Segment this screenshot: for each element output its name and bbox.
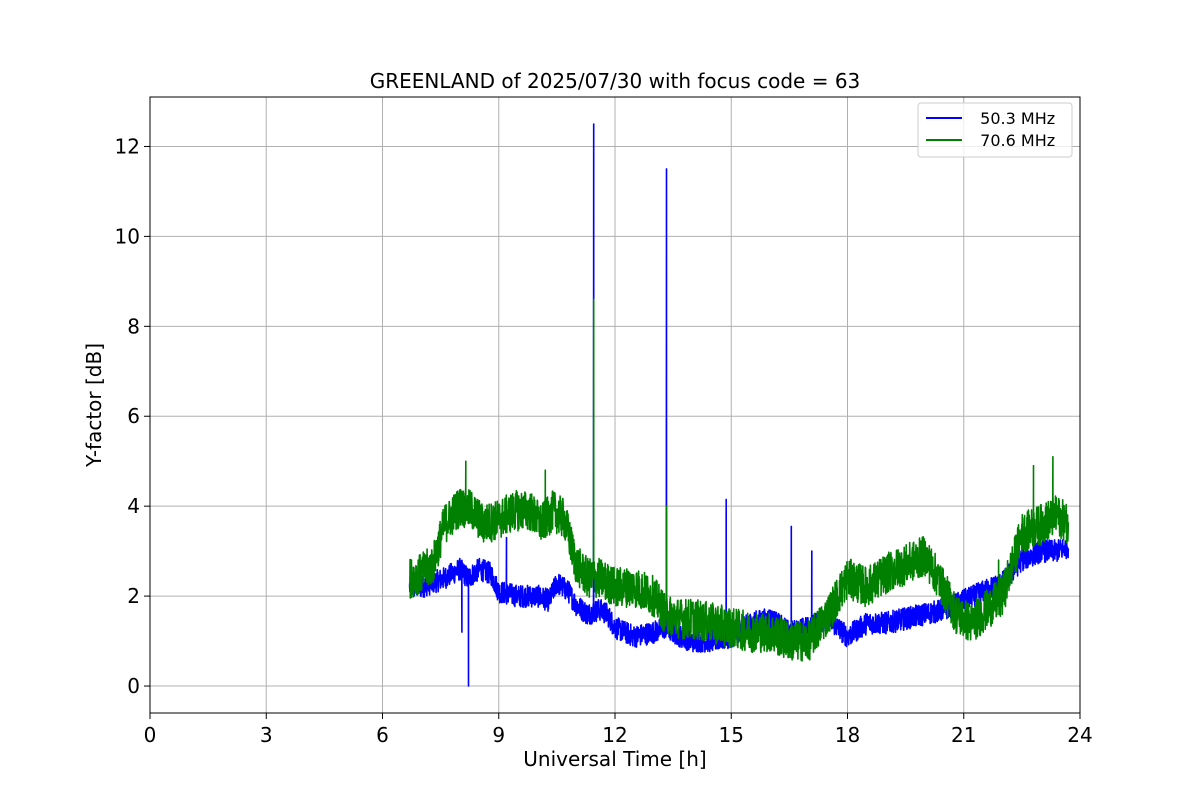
- x-tick-label-6: 18: [835, 723, 860, 747]
- x-tick-label-4: 12: [602, 723, 627, 747]
- x-tick-label-7: 21: [951, 723, 976, 747]
- legend-label-series-2: 70.6 MHz: [970, 131, 1055, 150]
- legend-box: [917, 102, 1073, 158]
- y-tick-label-1: 2: [127, 584, 140, 608]
- x-axis-label: Universal Time [h]: [523, 747, 706, 771]
- x-tick-label-2: 6: [376, 723, 389, 747]
- x-tick-label-0: 0: [144, 723, 157, 747]
- x-tick-label-8: 24: [1067, 723, 1092, 747]
- legend: 50.3 MHz 70.6 MHz: [917, 102, 1073, 158]
- series-line-2: [408, 298, 1070, 662]
- y-tick-label-5: 10: [115, 224, 140, 248]
- chart-title: GREENLAND of 2025/07/30 with focus code …: [370, 69, 861, 93]
- y-axis-label: Y-factor [dB]: [82, 343, 106, 468]
- y-tick-label-0: 0: [127, 674, 140, 698]
- x-tick-label-5: 15: [719, 723, 744, 747]
- data-series-layer: [408, 123, 1070, 687]
- y-tick-label-4: 8: [127, 314, 140, 338]
- y-tick-label-3: 6: [127, 404, 140, 428]
- legend-label-series-1: 50.3 MHz: [970, 109, 1055, 128]
- grid-lines: [149, 97, 1081, 713]
- series-line-1: [408, 123, 1070, 687]
- x-tick-label-3: 9: [492, 723, 505, 747]
- x-tick-label-1: 3: [260, 723, 273, 747]
- y-tick-label-6: 12: [115, 134, 140, 158]
- y-tick-label-2: 4: [127, 494, 140, 518]
